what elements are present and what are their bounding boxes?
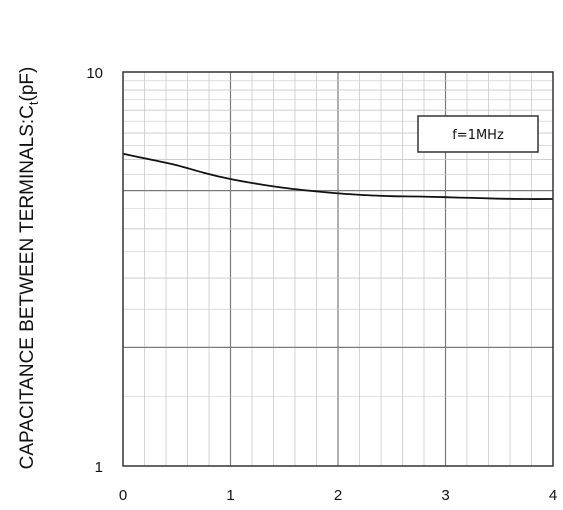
x-tick-label: 2	[334, 487, 342, 504]
legend: f=1MHz	[417, 115, 539, 153]
grid-layer	[123, 72, 553, 466]
legend-label: f=1MHz	[452, 128, 504, 143]
series-line-0	[122, 152, 554, 200]
y-axis-label-unit: (pF)	[17, 67, 38, 102]
series-layer	[122, 152, 554, 200]
x-tick-label: 4	[549, 487, 557, 504]
y-axis-label-main: CAPACITANCE BETWEEN TERMINALS:C	[17, 105, 38, 469]
x-tick-label: 3	[441, 487, 449, 504]
x-tick-label: 0	[119, 487, 127, 504]
y-axis-label-sub: t	[26, 101, 41, 105]
legend-box	[417, 115, 539, 153]
y-tick-label: 1	[95, 459, 103, 476]
y-axis-label: CAPACITANCE BETWEEN TERMINALS:Ct(pF)	[17, 67, 41, 470]
x-tick-label: 1	[226, 487, 234, 504]
plot-frame	[122, 71, 554, 467]
y-tick-label: 10	[86, 65, 103, 82]
